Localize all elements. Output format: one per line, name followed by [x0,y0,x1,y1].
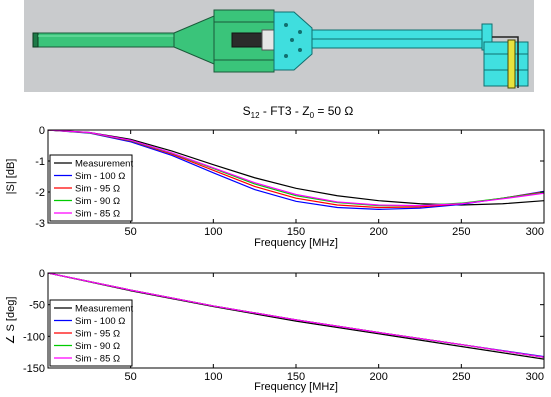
phase-legend-label-4: Sim - 85 Ω [75,354,120,365]
phase-xtick-label-3: 200 [369,371,387,383]
dish-hole-1 [284,23,288,27]
output-box [483,41,529,87]
dish-hole-4 [298,30,302,34]
phase-xtick-label-2: 150 [287,371,305,383]
phase-xlabel: Frequency [MHz] [254,381,338,393]
lead-wire [492,36,519,88]
mag-legend-label-1: Sim - 100 Ω [75,171,125,182]
mag-ylabel: |S| [dB] [5,159,17,195]
mag-series-line-1 [48,130,544,210]
dish-hole-3 [284,54,288,58]
mag-ytick-label-0: 0 [39,125,45,137]
mag-legend-label-2: Sim - 95 Ω [75,184,120,195]
ferrite-strip [507,39,516,89]
phase-legend-label-2: Sim - 95 Ω [75,329,120,340]
mag-series-line-4 [48,130,544,207]
phase-xtick-label-5: 300 [526,371,544,383]
mag-legend-label-0: Measurement [75,159,133,170]
mag-xlabel: Frequency [MHz] [254,237,338,249]
phase-legend-label-3: Sim - 90 Ω [75,341,120,352]
phase-xtick-label-1: 100 [204,371,222,383]
input-end-cap [32,32,39,48]
chart-title: S12 - FT3 - Z0 = 50 Ω [243,104,354,120]
phase-series-line-0 [48,273,544,360]
mag-ytick-label-1: -1 [35,156,45,168]
phase-plot: 50 100 150 200 250 300 0 -50 -100 -150 Frequency [… [5,268,545,393]
mag-xtick-label-0: 50 [125,226,137,238]
phase-ytick-label-1: -50 [29,300,45,312]
phase-xtick-label-0: 50 [125,371,137,383]
mag-xtick-label-1: 100 [204,226,222,238]
magnitude-plot: 50 100 150 200 250 300 0 -1 -2 -3 Frequency [MHz] |… [5,125,545,249]
s12-figure: S12 - FT3 - Z0 = 50 Ω 50 100 150 200 250 300 0… [5,104,545,393]
mag-legend-label-4: Sim - 85 Ω [75,209,120,220]
mag-xtick-label-4: 250 [452,226,470,238]
mag-legend-label-3: Sim - 90 Ω [75,196,120,207]
dish-hole-2 [290,38,294,42]
mag-ytick-label-2: -2 [35,187,45,199]
mag-ytick-label-3: -3 [35,218,45,230]
phase-series-line-4 [48,273,544,358]
phase-ytick-label-3: -150 [23,363,45,375]
mag-xtick-label-2: 150 [287,226,305,238]
phase-legend-label-0: Measurement [75,304,133,315]
mag-xtick-label-5: 300 [526,226,544,238]
dish-hole-5 [298,48,302,52]
phase-legend-label-1: Sim - 100 Ω [75,316,125,327]
phase-ytick-label-0: 0 [39,268,45,280]
phase-xtick-label-4: 250 [452,371,470,383]
transformer-3d-model [24,0,534,92]
mag-series-line-0 [48,130,544,206]
mag-xtick-label-3: 200 [369,226,387,238]
phase-ytick-label-2: -100 [23,331,45,343]
phase-ylabel: ∠ S [deg] [5,297,17,345]
